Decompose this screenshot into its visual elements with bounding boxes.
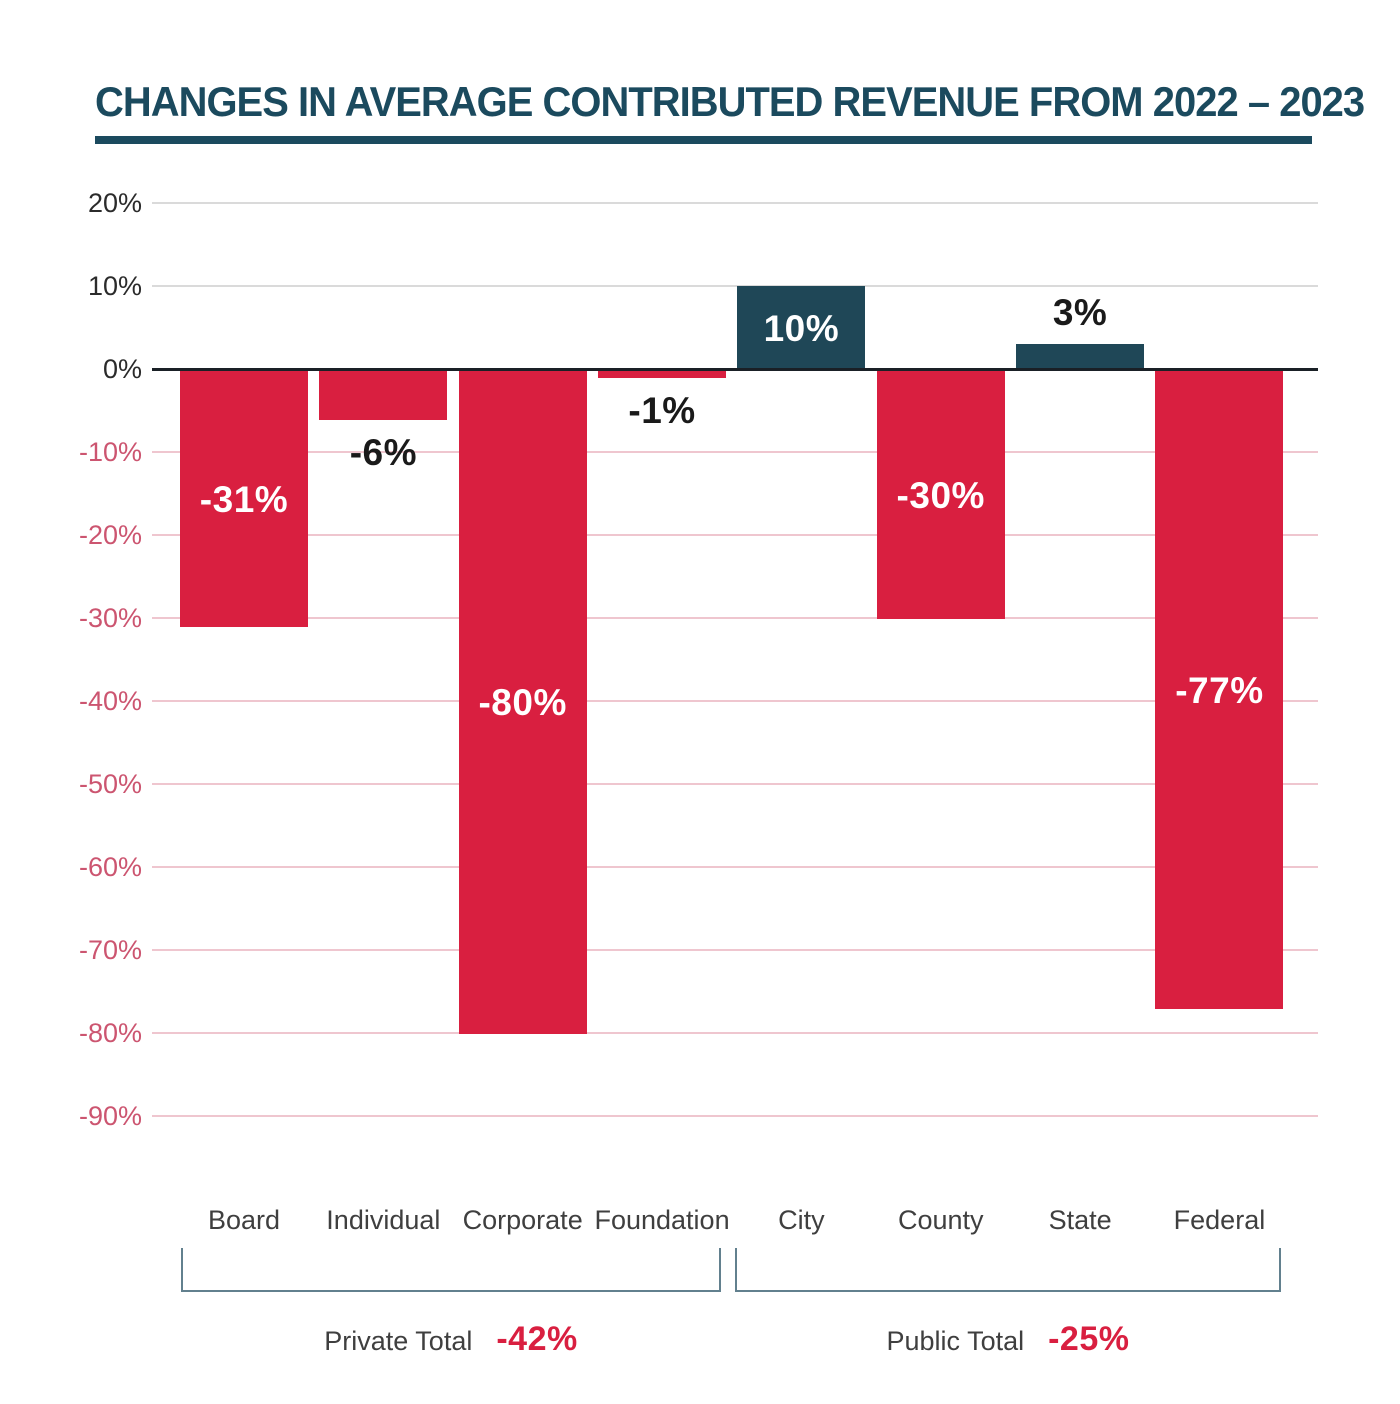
bar-value-label: -1%: [628, 390, 696, 432]
category-label: Individual: [326, 1205, 441, 1235]
y-axis-tick-label: -80%: [78, 1018, 142, 1048]
gridline: [152, 783, 1318, 785]
gridline: [152, 866, 1318, 868]
category-label: Corporate: [462, 1205, 583, 1235]
category-label: Foundation: [594, 1205, 730, 1235]
gridline: [152, 617, 1318, 619]
y-axis-tick-label: 20%: [87, 188, 142, 218]
y-axis-tick-label: -70%: [78, 935, 142, 965]
bar-corporate: [458, 370, 587, 1034]
y-axis-tick-label: -60%: [78, 852, 142, 882]
bar-value-label: -77%: [1175, 669, 1264, 711]
bar-state: [1016, 344, 1145, 369]
y-axis-tick-label: 0%: [102, 354, 142, 384]
bar-value-label: -6%: [349, 431, 417, 473]
category-label: State: [1048, 1205, 1112, 1235]
private-total-value: -42%: [496, 1320, 578, 1358]
bar-value-label: -31%: [199, 478, 289, 520]
gridline: [152, 451, 1318, 453]
bar-value-label: -30%: [896, 474, 985, 516]
bar-foundation: [598, 370, 727, 379]
public-group-bracket: [735, 1248, 1281, 1292]
gridline: [152, 700, 1318, 702]
private-total: Private Total -42%: [241, 1320, 661, 1364]
bar-city: [737, 286, 866, 369]
private-group-bracket: [181, 1248, 721, 1292]
y-axis-tick-label: -50%: [78, 769, 142, 799]
category-label: County: [897, 1205, 984, 1235]
category-label: Federal: [1173, 1205, 1266, 1235]
bar-value-label: -80%: [478, 682, 567, 723]
y-axis-tick-label: -10%: [78, 437, 142, 467]
public-total-label: Public Total: [886, 1326, 1025, 1356]
gridline: [152, 1115, 1318, 1117]
bar-federal: [1155, 370, 1284, 1010]
zero-axis-line: [152, 368, 1318, 371]
private-total-label: Private Total: [324, 1326, 473, 1356]
bar-value-label: 3%: [1052, 292, 1108, 334]
bar-value-label: 10%: [763, 307, 840, 349]
gridline: [152, 1032, 1318, 1034]
bar-board: [180, 370, 308, 628]
y-axis-tick-label: -90%: [78, 1101, 142, 1131]
chart-title: CHANGES IN AVERAGE CONTRIBUTED REVENUE F…: [95, 78, 1365, 125]
category-label: City: [778, 1205, 825, 1235]
y-axis-tick-label: -30%: [78, 603, 142, 633]
y-axis-tick-label: 10%: [87, 271, 142, 301]
y-axis-tick-label: -40%: [78, 686, 142, 716]
y-axis-tick-label: -20%: [78, 520, 142, 550]
gridline: [152, 949, 1318, 951]
gridline: [152, 202, 1318, 204]
public-total: Public Total -25%: [798, 1320, 1218, 1364]
title-underline-rule: [95, 136, 1312, 144]
gridline: [152, 285, 1318, 287]
gridline: [152, 534, 1318, 536]
bar-individual: [319, 370, 448, 420]
public-total-value: -25%: [1048, 1320, 1130, 1358]
category-label: Board: [207, 1205, 281, 1235]
bar-county: [876, 370, 1005, 619]
